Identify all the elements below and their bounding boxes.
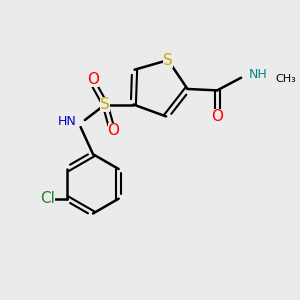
Text: Cl: Cl xyxy=(40,191,55,206)
Text: HN: HN xyxy=(58,115,76,128)
Text: O: O xyxy=(87,72,99,87)
Text: NH: NH xyxy=(249,68,268,81)
Text: S: S xyxy=(100,97,110,112)
Text: O: O xyxy=(108,123,120,138)
Text: S: S xyxy=(163,52,173,68)
Text: O: O xyxy=(211,109,223,124)
Text: CH₃: CH₃ xyxy=(275,74,296,84)
